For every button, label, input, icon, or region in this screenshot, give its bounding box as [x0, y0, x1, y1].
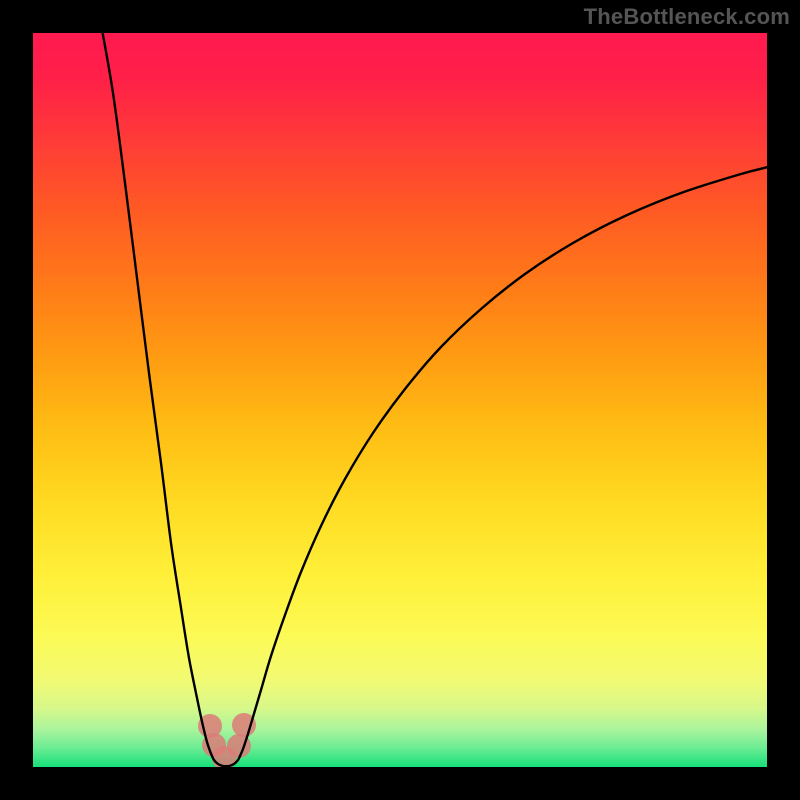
curve-layer [33, 33, 767, 767]
curve-left-branch [101, 33, 212, 756]
figure: { "canvas": { "width": 800, "height": 80… [0, 0, 800, 800]
curve-right-branch [240, 167, 767, 756]
watermark-text: TheBottleneck.com [584, 4, 790, 30]
plot-area [33, 33, 767, 767]
